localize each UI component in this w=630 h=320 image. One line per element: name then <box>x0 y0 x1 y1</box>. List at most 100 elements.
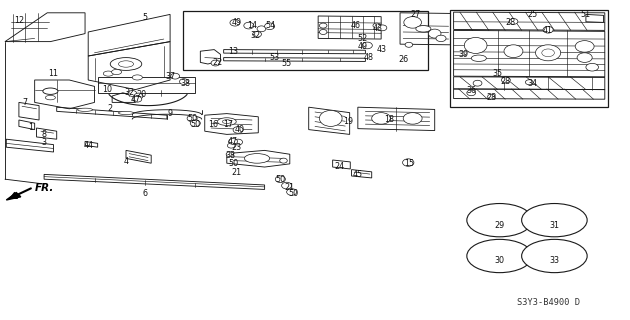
Bar <box>183 11 428 70</box>
Text: 10: 10 <box>102 85 112 94</box>
Ellipse shape <box>467 90 476 96</box>
Text: 27: 27 <box>411 10 421 19</box>
Text: 54: 54 <box>266 21 276 30</box>
Text: 17: 17 <box>224 120 234 129</box>
Ellipse shape <box>405 42 413 47</box>
Text: 4: 4 <box>123 157 129 166</box>
Text: 46: 46 <box>351 21 361 30</box>
Ellipse shape <box>217 118 236 125</box>
Text: 24: 24 <box>334 162 344 171</box>
Text: 22: 22 <box>212 58 222 67</box>
Ellipse shape <box>229 139 238 144</box>
Text: 29: 29 <box>495 221 505 230</box>
Text: 52: 52 <box>357 34 367 43</box>
Ellipse shape <box>436 35 446 42</box>
Ellipse shape <box>282 182 292 189</box>
Ellipse shape <box>319 23 327 28</box>
Circle shape <box>522 239 587 273</box>
Ellipse shape <box>133 96 142 102</box>
Text: 28: 28 <box>486 93 496 102</box>
Ellipse shape <box>103 71 113 76</box>
Ellipse shape <box>132 75 142 80</box>
Ellipse shape <box>403 113 422 124</box>
Text: 15: 15 <box>404 159 415 168</box>
Text: 50: 50 <box>275 175 285 184</box>
Text: 19: 19 <box>343 117 353 126</box>
Ellipse shape <box>504 45 523 58</box>
Ellipse shape <box>118 61 134 67</box>
Text: 35: 35 <box>493 69 503 78</box>
Ellipse shape <box>43 88 58 94</box>
Text: 26: 26 <box>398 55 408 64</box>
Ellipse shape <box>586 63 598 71</box>
Text: 50: 50 <box>228 159 238 168</box>
Ellipse shape <box>230 20 240 26</box>
Text: S3Y3-B4900 D: S3Y3-B4900 D <box>517 298 580 307</box>
Text: FR.: FR. <box>35 183 55 193</box>
Text: 40: 40 <box>234 125 244 134</box>
Ellipse shape <box>486 213 513 227</box>
Text: 23: 23 <box>232 143 242 152</box>
Ellipse shape <box>265 23 275 29</box>
Text: 12: 12 <box>14 16 24 25</box>
Ellipse shape <box>112 69 122 75</box>
Ellipse shape <box>180 79 188 84</box>
Text: 45: 45 <box>353 170 363 179</box>
Ellipse shape <box>362 42 372 49</box>
Ellipse shape <box>471 55 486 61</box>
Text: 44: 44 <box>83 141 93 150</box>
Text: 53: 53 <box>269 53 279 62</box>
Ellipse shape <box>134 93 143 99</box>
Text: 36: 36 <box>466 86 476 95</box>
Text: 43: 43 <box>376 45 386 54</box>
Text: 2: 2 <box>108 104 113 113</box>
Ellipse shape <box>226 152 234 157</box>
Text: 55: 55 <box>282 60 292 68</box>
Text: 21: 21 <box>285 183 295 192</box>
Ellipse shape <box>403 159 414 166</box>
Ellipse shape <box>171 73 180 79</box>
Ellipse shape <box>222 120 231 124</box>
Circle shape <box>467 204 532 237</box>
Ellipse shape <box>577 53 592 62</box>
Text: 9: 9 <box>168 109 173 118</box>
Ellipse shape <box>190 120 200 126</box>
Ellipse shape <box>509 19 518 24</box>
Text: 20: 20 <box>137 90 147 99</box>
Text: 32: 32 <box>250 31 260 40</box>
Ellipse shape <box>372 113 391 124</box>
Text: 50: 50 <box>288 189 298 198</box>
Text: 25: 25 <box>527 10 537 19</box>
Text: 16: 16 <box>208 120 218 129</box>
Ellipse shape <box>542 250 567 262</box>
Ellipse shape <box>128 91 137 96</box>
Text: 28: 28 <box>505 18 515 27</box>
Text: 3: 3 <box>42 138 47 147</box>
Ellipse shape <box>486 249 513 263</box>
Ellipse shape <box>464 37 487 53</box>
Text: 18: 18 <box>384 116 394 124</box>
Text: 50: 50 <box>187 114 197 123</box>
Ellipse shape <box>257 26 266 32</box>
Ellipse shape <box>428 29 441 38</box>
Text: 50: 50 <box>190 120 200 129</box>
Text: 38: 38 <box>225 151 235 160</box>
Text: 33: 33 <box>549 256 559 265</box>
Ellipse shape <box>543 27 553 33</box>
Ellipse shape <box>378 25 387 31</box>
Ellipse shape <box>77 108 93 111</box>
Text: 1: 1 <box>28 124 33 132</box>
Circle shape <box>467 239 532 273</box>
Ellipse shape <box>275 176 285 182</box>
Text: 31: 31 <box>549 221 559 230</box>
Text: 34: 34 <box>527 79 537 88</box>
Text: 47: 47 <box>130 95 140 104</box>
Ellipse shape <box>549 218 560 222</box>
Text: 14: 14 <box>247 21 257 30</box>
Text: 47: 47 <box>228 137 238 146</box>
Text: 49: 49 <box>231 18 241 27</box>
Text: 7: 7 <box>23 98 28 107</box>
Ellipse shape <box>227 143 235 148</box>
Ellipse shape <box>501 77 510 83</box>
Polygon shape <box>6 193 21 200</box>
